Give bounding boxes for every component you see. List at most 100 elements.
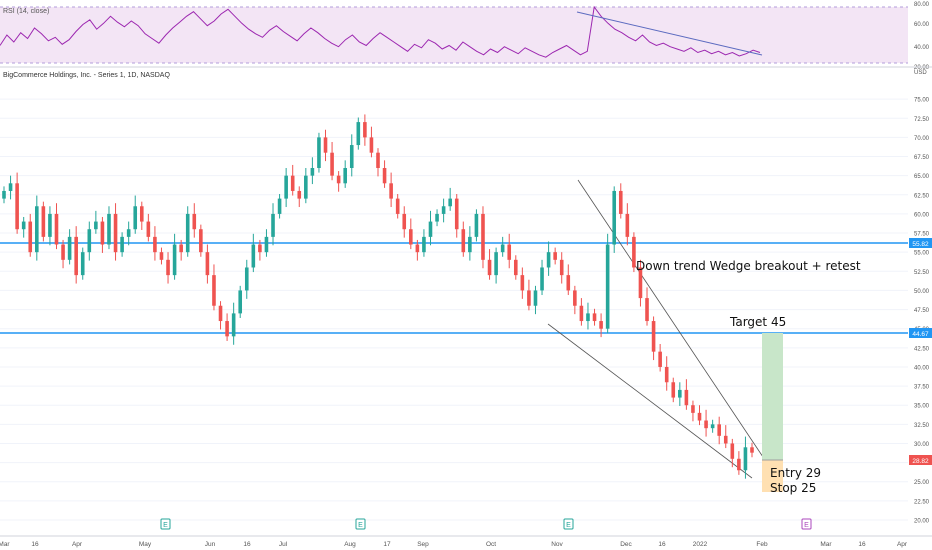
candle-body	[133, 206, 138, 230]
svg-text:E: E	[163, 522, 168, 529]
rsi-trendline[interactable]	[576, 11, 763, 56]
wedge-annotation[interactable]: Down trend Wedge breakout + retest	[636, 259, 861, 273]
time-tick-label: Apr	[72, 541, 83, 548]
price-tick-label: 32.50	[914, 423, 930, 429]
rsi-tick-label: 40.00	[914, 45, 930, 51]
candle-body	[185, 213, 190, 253]
time-tick-label: Sep	[417, 541, 429, 548]
candle-body	[586, 313, 590, 322]
price-tick-label: 52.50	[914, 270, 930, 276]
candle-body	[395, 198, 400, 214]
candle-body	[238, 290, 243, 314]
time-tick-label: Apr	[897, 541, 908, 548]
candle-body	[41, 206, 46, 237]
candle-body	[343, 168, 347, 184]
price-grid	[0, 98, 908, 521]
candle-body	[573, 290, 577, 306]
price-tick-label: 22.50	[914, 499, 930, 505]
price-tick-label: 75.00	[914, 98, 930, 104]
candle-body	[87, 229, 92, 253]
candle-body	[304, 175, 308, 199]
candle-body	[376, 152, 380, 168]
earnings-marker-upcoming[interactable]: E	[801, 518, 812, 530]
rsi-band	[0, 7, 908, 63]
svg-text:E: E	[804, 522, 809, 529]
time-tick-label: Aug	[344, 541, 356, 548]
candle-body	[172, 244, 177, 276]
candle-body	[678, 389, 682, 398]
price-tick-label: 62.50	[914, 193, 930, 199]
candle-body	[671, 382, 676, 398]
candle-body	[704, 420, 708, 429]
earnings-marker[interactable]: E	[160, 518, 171, 530]
candle-body	[205, 252, 210, 276]
candle-body	[625, 213, 630, 237]
time-axis[interactable]: Mar 16 Apr May Jun 16 Jul Aug 17 Sep Oct Nov Dec 16 20…	[0, 541, 908, 548]
price-tick-label: 67.50	[914, 155, 930, 161]
wedge-lower-line[interactable]	[547, 323, 753, 479]
stop-annotation[interactable]: Stop 25	[770, 481, 816, 495]
rsi-pane: RSI (14, close) 80.00 60.00 40.00 20.00	[0, 2, 930, 71]
candle-body	[527, 290, 531, 306]
candle-body	[435, 213, 439, 222]
level-tag-upper: 55.82	[909, 238, 932, 248]
candle-body	[74, 236, 78, 276]
candle-body	[120, 236, 124, 253]
candle-body	[723, 435, 728, 444]
candle-body	[153, 236, 157, 253]
candle-body	[717, 424, 721, 436]
wedge-upper-line[interactable]	[577, 179, 766, 461]
entry-annotation[interactable]: Entry 29	[770, 466, 821, 480]
stop-zone[interactable]	[762, 460, 783, 492]
price-tick-label: 35.00	[914, 404, 930, 410]
price-tick-label: 65.00	[914, 174, 930, 180]
candle-body	[651, 321, 656, 352]
price-tick-label: 70.00	[914, 136, 930, 142]
symbol-label: BigCommerce Holdings, Inc. - Series 1, 1…	[3, 72, 170, 79]
target-annotation[interactable]: Target 45	[729, 315, 786, 329]
candle-body	[750, 447, 754, 453]
candle-body	[218, 305, 223, 322]
candle-body	[474, 213, 479, 237]
candle-body	[297, 190, 302, 199]
earnings-marker[interactable]: E	[563, 518, 574, 530]
rsi-tick-label: 20.00	[914, 65, 930, 71]
candle-body	[697, 412, 702, 421]
candle-body	[737, 458, 741, 471]
price-tick-label: 55.00	[914, 251, 930, 257]
time-tick-label: Nov	[551, 541, 563, 548]
candle-body	[363, 122, 367, 138]
candle-body	[743, 447, 748, 471]
candle-body	[468, 236, 472, 253]
rsi-label: RSI (14, close)	[3, 8, 49, 15]
target-zone[interactable]	[762, 333, 783, 460]
price-tick-label: 60.00	[914, 212, 930, 218]
candle-body	[67, 236, 72, 260]
candle-body	[244, 267, 249, 291]
earnings-marker[interactable]: E	[355, 518, 366, 530]
candle-body	[146, 221, 151, 237]
svg-text:44.67: 44.67	[912, 331, 929, 338]
candle-body	[409, 229, 413, 245]
candle-body	[461, 229, 466, 253]
price-tick-label: 50.00	[914, 289, 930, 295]
candle-body	[605, 244, 610, 329]
candle-body	[494, 252, 498, 276]
candle-body	[579, 305, 584, 322]
candle-body	[48, 213, 52, 237]
candle-body	[448, 198, 452, 207]
candle-body	[179, 244, 183, 253]
price-tick-label: 20.00	[914, 519, 930, 525]
time-tick-label: 16	[858, 541, 866, 548]
last-price-tag: 28.82	[909, 455, 932, 465]
time-tick-label: 2022	[693, 541, 708, 548]
candle-body	[15, 183, 19, 230]
candle-body	[546, 252, 551, 268]
candle-body	[533, 290, 538, 306]
candle-body	[258, 244, 262, 253]
candle-body	[507, 244, 512, 260]
candle-body	[61, 244, 65, 260]
candle-body	[35, 206, 39, 253]
candle-body	[612, 190, 617, 245]
